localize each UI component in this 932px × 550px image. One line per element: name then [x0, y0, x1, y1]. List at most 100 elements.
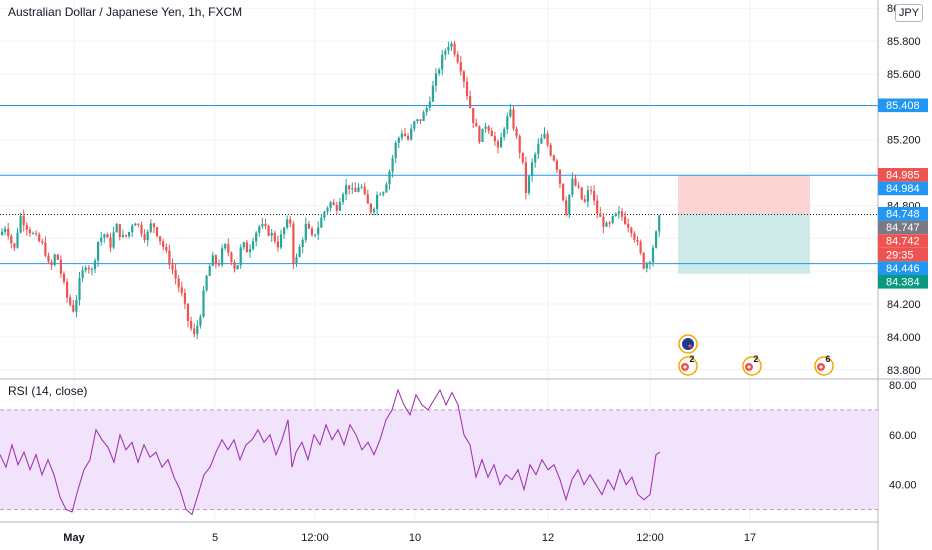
- candle: [527, 174, 531, 196]
- candle: [543, 127, 546, 139]
- candle-body: [484, 126, 487, 129]
- currency-button[interactable]: JPY: [895, 4, 923, 22]
- candle: [338, 198, 341, 212]
- price-tag-label: 29:35: [886, 249, 914, 261]
- candle: [363, 182, 366, 196]
- candle: [152, 222, 155, 233]
- candle: [620, 207, 624, 222]
- candle: [599, 207, 602, 217]
- candle: [481, 128, 484, 143]
- candle-body: [605, 222, 608, 227]
- candle-body: [317, 227, 320, 235]
- candle-body: [481, 128, 484, 143]
- price-tag: 84.446: [878, 261, 928, 275]
- candle-body: [565, 200, 568, 215]
- candle: [16, 228, 19, 249]
- candle-body: [599, 213, 602, 217]
- time-tick-label: May: [63, 532, 85, 544]
- candle-body: [642, 252, 645, 269]
- candle-body: [134, 223, 137, 226]
- event-flag-icon[interactable]: [678, 334, 698, 354]
- price-tag-bg: [878, 247, 928, 262]
- candle: [283, 226, 286, 239]
- candle-body: [366, 194, 369, 204]
- candle-body: [611, 215, 614, 224]
- candle: [633, 231, 636, 243]
- candle: [214, 254, 217, 269]
- candle: [10, 233, 13, 249]
- candle: [221, 244, 224, 268]
- candle: [596, 194, 599, 219]
- candle: [264, 218, 267, 229]
- candle: [62, 271, 66, 285]
- candle-body: [267, 226, 270, 236]
- candle-body: [84, 267, 87, 271]
- event-marker-icon[interactable]: 2: [678, 354, 698, 376]
- candle-body: [72, 304, 75, 312]
- event-marker-icon[interactable]: 6: [814, 354, 834, 376]
- candle: [379, 192, 382, 196]
- candle-body: [614, 213, 617, 216]
- candle: [639, 239, 642, 255]
- candle-body: [348, 185, 351, 190]
- candle-body: [580, 187, 583, 200]
- candle: [87, 265, 90, 274]
- candle: [382, 191, 385, 197]
- candle-body: [410, 128, 413, 140]
- price-tick-label: 85.600: [887, 69, 921, 81]
- candle-body: [475, 122, 478, 127]
- candle-body: [183, 292, 186, 304]
- candle: [624, 211, 627, 226]
- candle-body: [332, 202, 335, 205]
- candle-body: [180, 287, 183, 293]
- flag-star: [688, 344, 692, 348]
- candle: [469, 90, 472, 109]
- candle: [453, 40, 456, 58]
- flag-dot: [682, 338, 694, 350]
- candle: [397, 136, 400, 149]
- candle: [608, 220, 611, 228]
- candle: [121, 229, 124, 238]
- candle-body: [521, 152, 524, 163]
- candle-body: [428, 101, 431, 108]
- candle: [478, 125, 481, 144]
- candle-body: [465, 81, 469, 97]
- candle-body: [199, 316, 202, 326]
- candle: [81, 266, 84, 282]
- candle: [571, 172, 574, 198]
- candle-body: [155, 227, 159, 237]
- candle-body: [245, 242, 248, 253]
- event-marker-icon[interactable]: 2: [742, 354, 762, 376]
- candle: [326, 206, 329, 216]
- candle-body: [379, 194, 382, 196]
- candle-body: [351, 188, 354, 190]
- candle: [97, 241, 100, 267]
- candle-body: [487, 126, 490, 131]
- candle-body: [115, 223, 118, 233]
- candle: [165, 243, 168, 254]
- candle-body: [651, 247, 655, 263]
- candle-body: [233, 261, 236, 270]
- candle: [177, 275, 180, 293]
- time-axis: May 5 12:00 10 12 12:00 17: [63, 532, 756, 544]
- candle-body: [602, 216, 605, 227]
- candle: [506, 112, 509, 135]
- candle: [72, 299, 75, 313]
- event-dot-center: [747, 365, 751, 369]
- candle: [534, 152, 537, 168]
- candle: [252, 237, 255, 251]
- chart-title: Australian Dollar / Japanese Yen, 1h, FX…: [8, 5, 243, 19]
- candle-body: [369, 203, 372, 213]
- candle: [103, 233, 106, 243]
- candle: [276, 235, 279, 252]
- price-tag-label: 84.985: [886, 170, 920, 182]
- price-tag-bg: [878, 168, 928, 182]
- candle: [518, 134, 521, 159]
- candle: [394, 140, 397, 164]
- candle: [354, 182, 357, 193]
- candle: [456, 51, 459, 64]
- candle-body: [416, 119, 419, 122]
- candle-body: [568, 194, 571, 215]
- candle-body: [87, 267, 90, 270]
